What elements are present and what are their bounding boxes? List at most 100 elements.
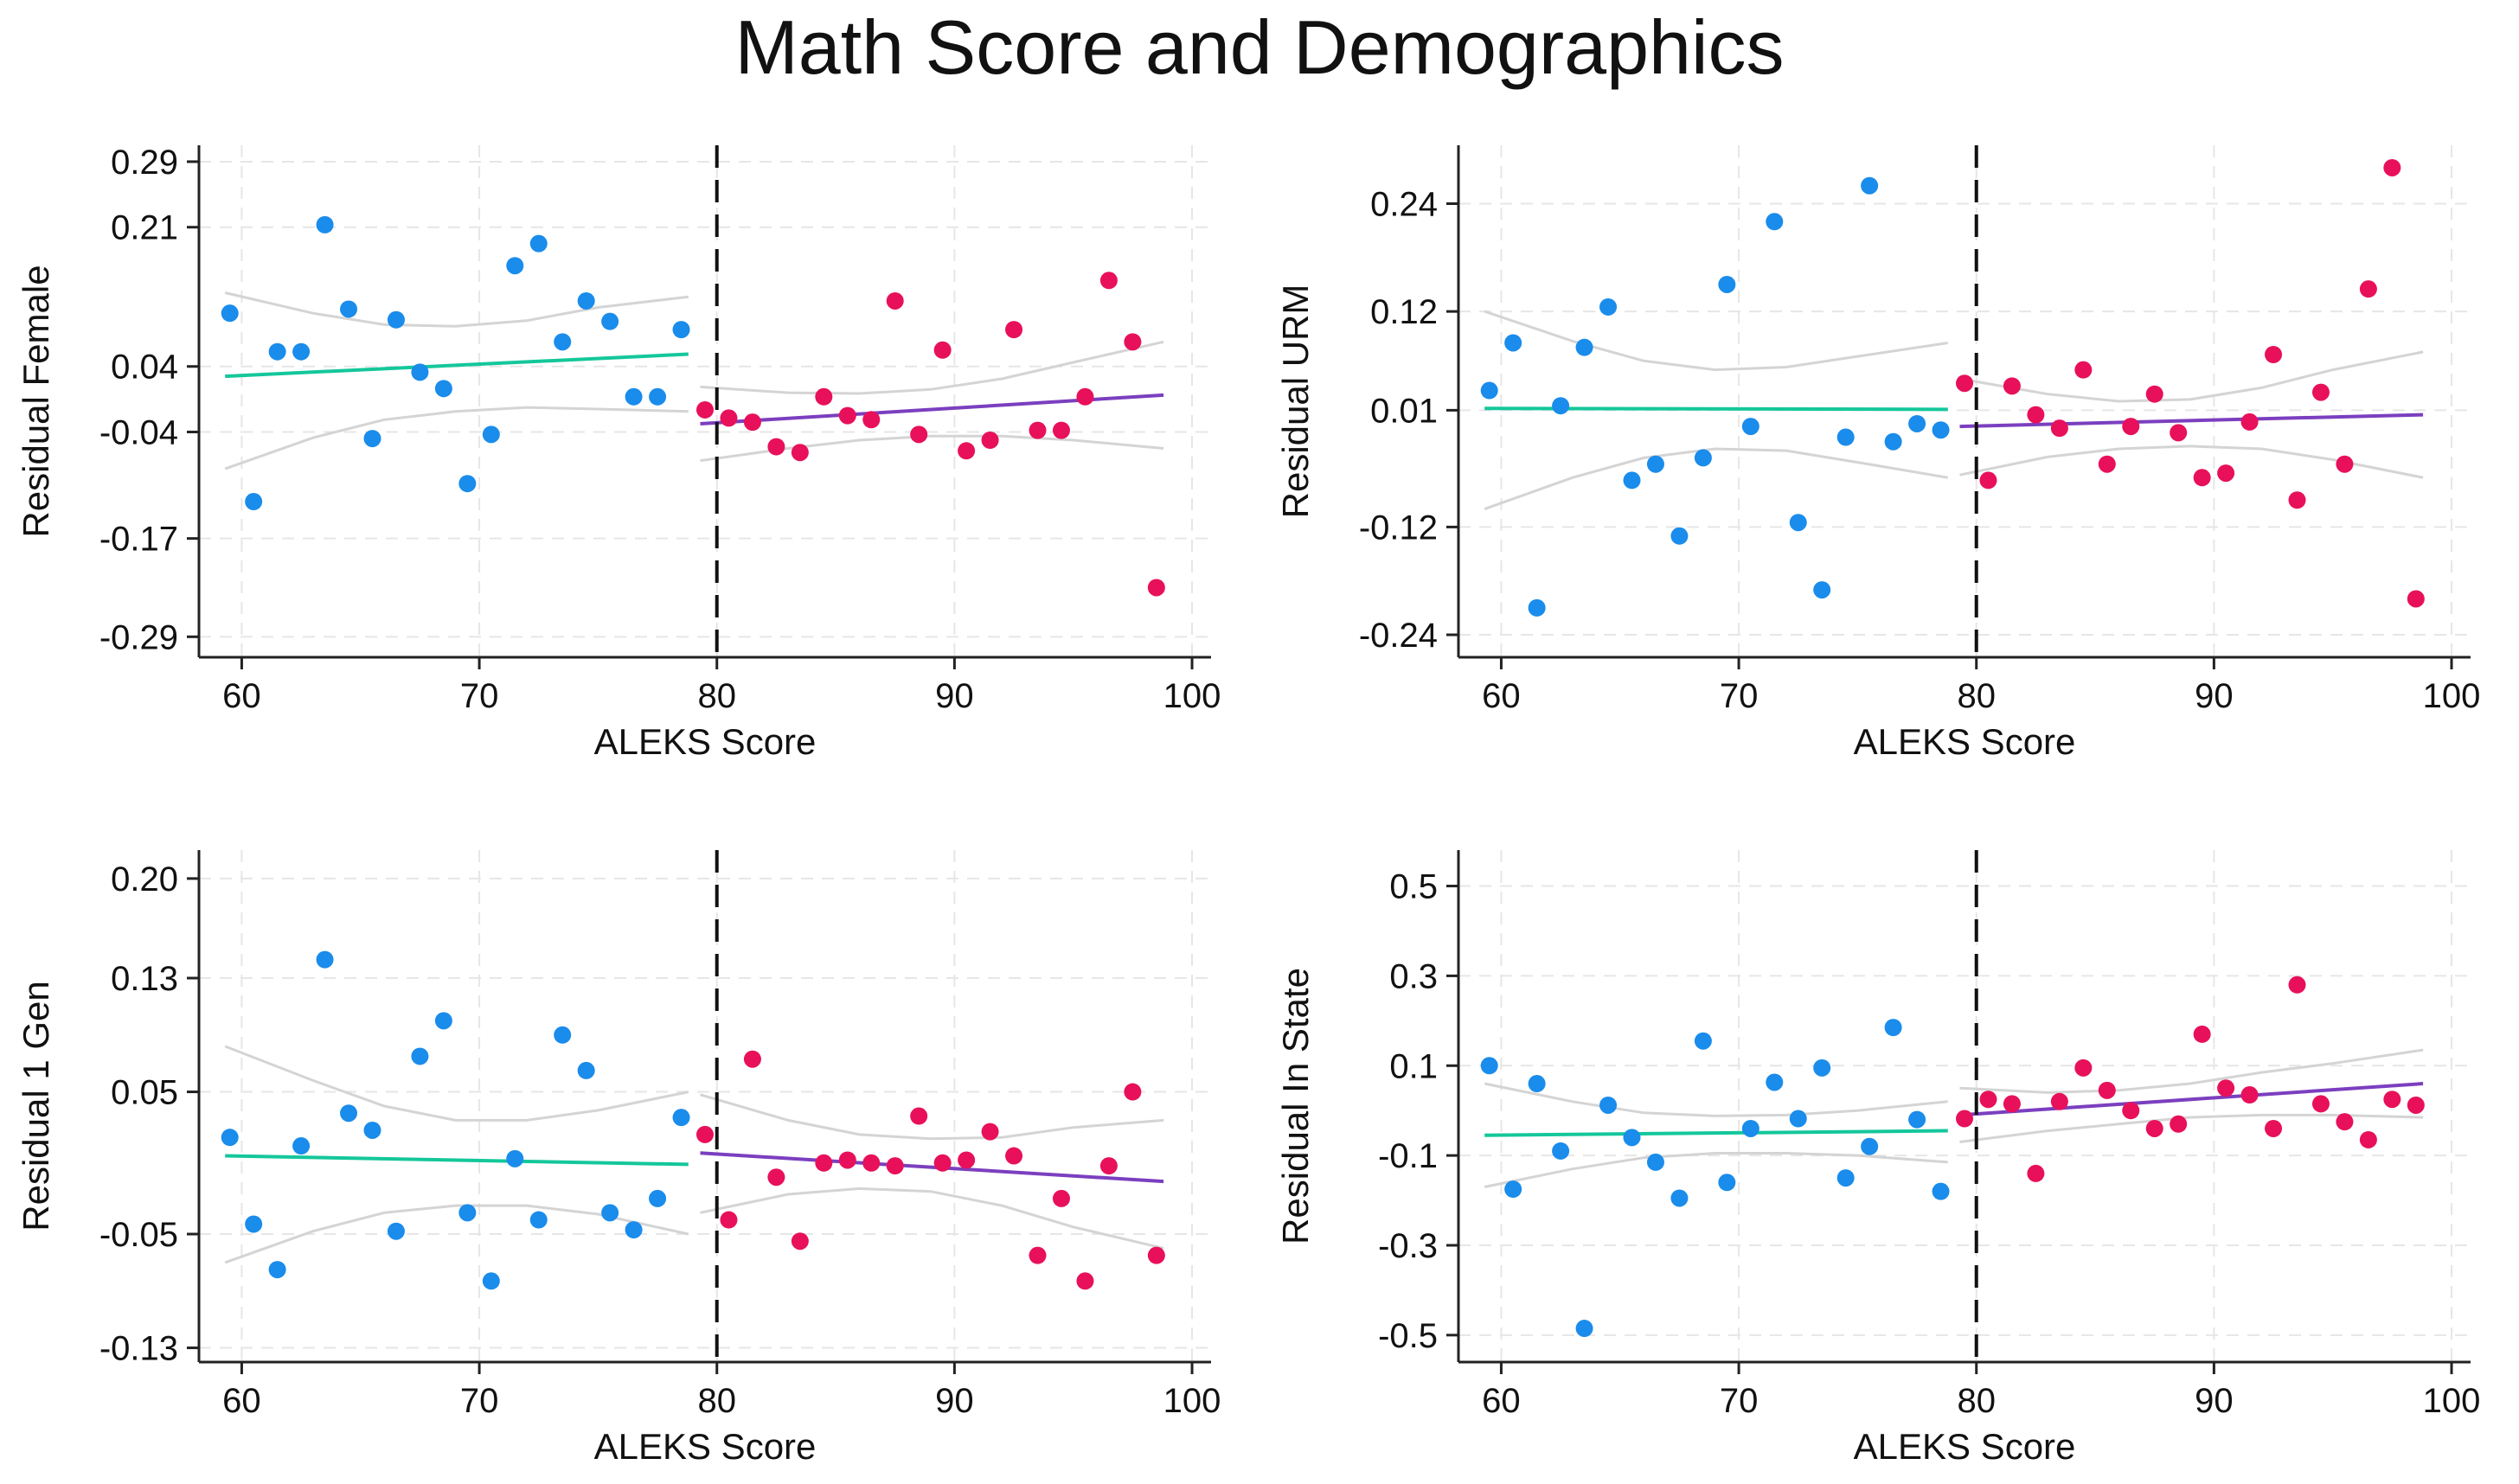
- data-point-above-cutoff: [1099, 272, 1118, 290]
- data-point-above-cutoff: [2050, 419, 2068, 438]
- y-tick-label: 0.21: [111, 209, 178, 247]
- data-point-above-cutoff: [2098, 455, 2116, 473]
- data-point-above-cutoff: [743, 1050, 761, 1068]
- y-axis-title: Residual Female: [16, 265, 56, 537]
- data-point-above-cutoff: [815, 1154, 833, 1172]
- x-tick-label: 90: [935, 677, 974, 715]
- data-point-below-cutoff: [1552, 397, 1570, 415]
- x-tick-label: 60: [1482, 1382, 1521, 1420]
- data-point-above-cutoff: [1124, 1083, 1142, 1101]
- data-point-above-cutoff: [1029, 421, 1047, 439]
- y-tick-label: 0.3: [1389, 957, 1438, 995]
- data-point-below-cutoff: [1718, 275, 1736, 293]
- y-tick-label: 0.1: [1389, 1047, 1438, 1085]
- data-point-above-cutoff: [2170, 1115, 2188, 1133]
- data-point-above-cutoff: [1956, 1110, 1973, 1128]
- data-point-above-cutoff: [1099, 1157, 1118, 1175]
- data-point-above-cutoff: [2217, 464, 2235, 483]
- data-point-below-cutoff: [316, 215, 334, 233]
- x-tick-label: 90: [2195, 677, 2234, 715]
- data-point-below-cutoff: [1480, 1057, 1498, 1075]
- data-point-below-cutoff: [1552, 1142, 1570, 1160]
- data-point-below-cutoff: [411, 363, 429, 381]
- data-point-below-cutoff: [1623, 471, 1641, 489]
- data-point-below-cutoff: [1670, 527, 1689, 545]
- data-point-above-cutoff: [886, 1157, 904, 1175]
- data-point-above-cutoff: [2311, 1095, 2330, 1113]
- data-point-above-cutoff: [838, 406, 856, 425]
- data-point-below-cutoff: [268, 342, 286, 361]
- ci-lower-left: [224, 1204, 689, 1264]
- data-point-below-cutoff: [1575, 338, 1593, 356]
- y-tick-label: -0.29: [99, 618, 178, 656]
- data-point-above-cutoff: [886, 291, 904, 310]
- data-point-below-cutoff: [1504, 334, 1522, 352]
- ci-upper-left: [224, 1045, 689, 1122]
- data-point-above-cutoff: [958, 442, 976, 460]
- x-tick-label: 80: [1957, 677, 1996, 715]
- data-point-below-cutoff: [506, 257, 524, 275]
- data-point-above-cutoff: [2336, 455, 2354, 473]
- ci-lower-right: [700, 434, 1164, 463]
- data-point-below-cutoff: [1504, 1180, 1522, 1199]
- grid: [1458, 850, 2471, 1362]
- data-point-above-cutoff: [2050, 1092, 2068, 1110]
- data-point-above-cutoff: [1956, 374, 1973, 393]
- ci-lower-right: [1959, 1113, 2424, 1143]
- data-point-below-cutoff: [625, 1221, 643, 1239]
- data-point-above-cutoff: [1005, 321, 1023, 339]
- data-point-below-cutoff: [1528, 598, 1546, 617]
- data-point-above-cutoff: [791, 1232, 809, 1251]
- data-point-above-cutoff: [2193, 469, 2211, 487]
- ci-upper-right: [1959, 350, 2424, 403]
- data-point-below-cutoff: [411, 1047, 429, 1065]
- fit-line-left: [225, 352, 689, 379]
- data-point-above-cutoff: [1052, 1189, 1070, 1207]
- data-point-below-cutoff: [363, 1121, 381, 1139]
- data-point-above-cutoff: [981, 1123, 999, 1141]
- data-point-below-cutoff: [601, 312, 619, 330]
- data-point-below-cutoff: [625, 387, 643, 406]
- y-tick-label: -0.12: [1359, 509, 1438, 547]
- ci-upper-right: [700, 340, 1164, 395]
- fit-line-left: [1484, 1129, 1948, 1137]
- data-point-below-cutoff: [1932, 421, 1950, 439]
- data-point-above-cutoff: [1029, 1246, 1047, 1264]
- data-point-below-cutoff: [554, 1026, 572, 1044]
- data-point-below-cutoff: [1861, 176, 1879, 195]
- data-point-above-cutoff: [981, 431, 999, 449]
- data-point-above-cutoff: [910, 1107, 928, 1125]
- data-point-above-cutoff: [2122, 418, 2140, 436]
- data-point-below-cutoff: [1908, 414, 1926, 432]
- data-point-above-cutoff: [2359, 280, 2377, 298]
- fit-line-right: [1959, 1082, 2424, 1117]
- fit-line-left: [225, 1154, 689, 1167]
- data-point-above-cutoff: [2383, 158, 2401, 176]
- data-point-above-cutoff: [696, 400, 714, 419]
- data-point-below-cutoff: [529, 234, 548, 253]
- data-point-below-cutoff: [1741, 1119, 1759, 1137]
- data-point-below-cutoff: [458, 475, 477, 493]
- data-point-below-cutoff: [672, 321, 690, 339]
- x-tick-label: 70: [460, 677, 499, 715]
- data-point-above-cutoff: [2265, 1119, 2283, 1137]
- data-point-above-cutoff: [2027, 406, 2045, 424]
- data-point-below-cutoff: [1932, 1182, 1950, 1200]
- x-tick-label: 90: [935, 1382, 974, 1420]
- y-tick-label: -0.04: [99, 414, 178, 452]
- data-point-below-cutoff: [554, 333, 572, 351]
- data-point-below-cutoff: [434, 1012, 452, 1030]
- data-point-above-cutoff: [933, 341, 952, 359]
- data-point-above-cutoff: [2288, 491, 2306, 509]
- data-point-above-cutoff: [2003, 1095, 2021, 1113]
- data-point-above-cutoff: [2027, 1164, 2045, 1182]
- data-point-above-cutoff: [2098, 1081, 2116, 1099]
- data-point-below-cutoff: [1836, 1169, 1855, 1187]
- data-point-below-cutoff: [1694, 449, 1712, 467]
- data-point-above-cutoff: [1052, 421, 1070, 439]
- x-tick-label: 60: [1482, 677, 1521, 715]
- panel-residual-in-state: 0.5 0.3 0.1 -0.1 -0.3 -0.5 60 70 80 90 100 ALEKS Sc…: [1260, 835, 2519, 1466]
- data-point-below-cutoff: [387, 310, 405, 329]
- data-point-below-cutoff: [672, 1109, 690, 1127]
- x-axis-title: ALEKS Score: [1854, 721, 2076, 761]
